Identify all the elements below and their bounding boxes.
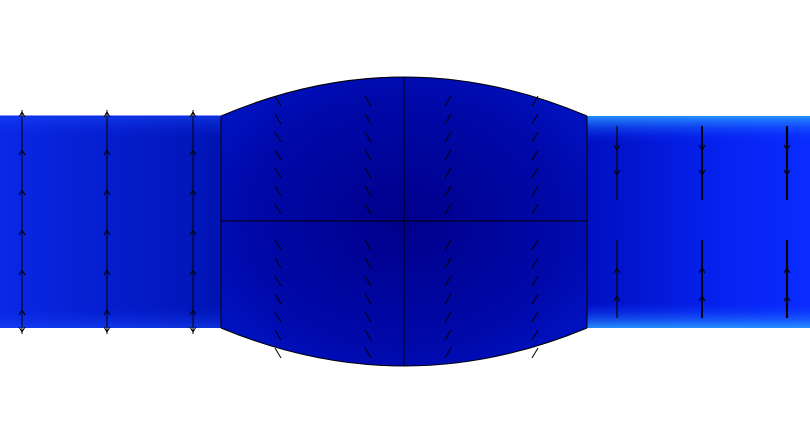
arrow-shaft xyxy=(444,113,452,125)
arrow-shaft xyxy=(531,149,539,161)
arrow-head xyxy=(613,295,621,302)
arrow-head xyxy=(783,267,791,274)
arrow-shaft xyxy=(531,131,539,143)
arrow-shaft xyxy=(444,311,452,323)
arrow-shaft xyxy=(444,347,452,359)
arrow-shaft xyxy=(274,185,282,197)
arrow-head xyxy=(103,189,111,196)
outlet-channel xyxy=(587,116,810,328)
arrow-shaft xyxy=(274,239,282,251)
arrow-head xyxy=(103,111,111,118)
arrow-shaft xyxy=(531,329,539,341)
arrow-shaft xyxy=(274,347,282,359)
arrow-head xyxy=(103,149,111,156)
arrow-shaft xyxy=(444,131,452,143)
arrow-shaft xyxy=(531,239,539,251)
arrow-head xyxy=(18,189,26,196)
arrow-head xyxy=(103,269,111,276)
arrow-shaft xyxy=(364,257,372,269)
arrow-head xyxy=(103,229,111,236)
arrow-shaft xyxy=(444,239,452,251)
arrow-head xyxy=(18,269,26,276)
arrow-head xyxy=(698,169,706,176)
arrow-head xyxy=(18,229,26,236)
arrow-head xyxy=(783,295,791,302)
arrow-head xyxy=(189,111,197,118)
arrow-shaft xyxy=(444,185,452,197)
arrow-shaft xyxy=(444,275,452,287)
arrow-shaft xyxy=(274,257,282,269)
arrow-shaft xyxy=(274,311,282,323)
arrow-head xyxy=(613,267,621,274)
arrow-shaft xyxy=(364,185,372,197)
arrow-head xyxy=(698,267,706,274)
arrow-head xyxy=(189,326,197,333)
inlet-channel xyxy=(0,116,221,328)
arrow-head xyxy=(698,295,706,302)
arrow-shaft xyxy=(274,203,282,215)
arrow-head xyxy=(189,189,197,196)
arrow-head xyxy=(189,149,197,156)
arrow-head xyxy=(18,309,26,316)
arrow-shaft xyxy=(364,113,372,125)
arrow-shaft xyxy=(444,203,452,215)
arrow-shaft xyxy=(274,95,282,107)
arrow-shaft xyxy=(274,275,282,287)
arrow-shaft xyxy=(364,149,372,161)
arrow-shaft xyxy=(444,293,452,305)
arrow-shaft xyxy=(531,167,539,179)
arrow-head xyxy=(18,326,26,333)
arrow-shaft xyxy=(364,167,372,179)
arrow-shaft xyxy=(364,329,372,341)
arrow-shaft xyxy=(364,275,372,287)
arrow-head xyxy=(698,144,706,151)
arrow-head xyxy=(189,309,197,316)
arrow-head xyxy=(18,111,26,118)
arrow-shaft xyxy=(364,239,372,251)
arrow-shaft xyxy=(274,293,282,305)
arrow-head xyxy=(103,309,111,316)
arrow-shaft xyxy=(531,95,539,107)
arrow-shaft xyxy=(531,311,539,323)
arrow-shaft xyxy=(531,347,539,359)
arrow-head xyxy=(613,144,621,151)
arrow-shaft xyxy=(364,95,372,107)
arrow-head xyxy=(189,229,197,236)
arrow-shaft xyxy=(364,347,372,359)
arrow-head xyxy=(783,144,791,151)
arrow-shaft xyxy=(444,95,452,107)
arrow-shaft xyxy=(444,149,452,161)
arrow-shaft xyxy=(274,131,282,143)
mesh-lines xyxy=(0,76,588,367)
arrow-shaft xyxy=(444,167,452,179)
velocity-arrows xyxy=(18,95,791,359)
arrow-shaft xyxy=(364,203,372,215)
arrow-shaft xyxy=(531,293,539,305)
arrow-shaft xyxy=(531,185,539,197)
arrow-shaft xyxy=(364,293,372,305)
arrow-shaft xyxy=(531,203,539,215)
arrow-shaft xyxy=(274,113,282,125)
arrow-head xyxy=(613,169,621,176)
arrow-head xyxy=(783,169,791,176)
arrow-shaft xyxy=(444,257,452,269)
arrow-shaft xyxy=(274,329,282,341)
arrow-head xyxy=(189,269,197,276)
arrow-shaft xyxy=(364,311,372,323)
arrow-shaft xyxy=(364,131,372,143)
arrow-shaft xyxy=(531,257,539,269)
arrow-head xyxy=(18,149,26,156)
arrow-shaft xyxy=(444,329,452,341)
arrow-shaft xyxy=(531,275,539,287)
arrow-shaft xyxy=(531,113,539,125)
arrow-shaft xyxy=(274,149,282,161)
arrow-shaft xyxy=(274,167,282,179)
arrow-head xyxy=(103,326,111,333)
